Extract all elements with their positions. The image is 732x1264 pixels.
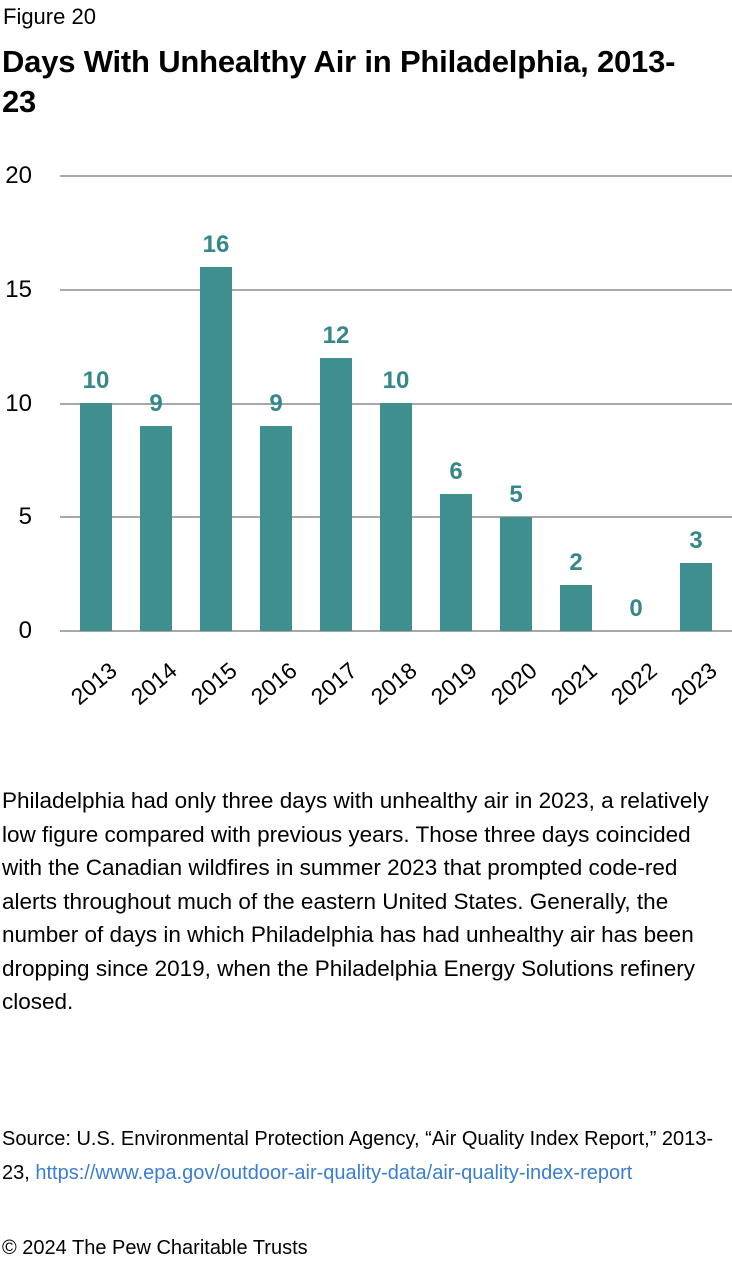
bar-value-label-2016: 9	[269, 390, 283, 417]
chart-description-paragraph: Philadelphia had only three days with un…	[2, 788, 709, 1014]
x-axis-tick-label-2017: 2017	[305, 657, 362, 710]
y-axis-tick-label-5: 5	[18, 503, 32, 531]
bar-2014	[140, 426, 172, 631]
bar-2019	[440, 494, 472, 631]
y-axis-tick-label-20: 20	[5, 162, 32, 189]
x-axis-tick-label-2021: 2021	[545, 657, 602, 710]
x-axis-tick-label-2014: 2014	[125, 657, 182, 710]
x-axis-tick-label-2018: 2018	[365, 657, 422, 710]
chart-title: Days With Unhealthy Air in Philadelphia,…	[2, 44, 676, 119]
bar-value-label-2022: 0	[629, 595, 643, 622]
x-axis-tick-label-2016: 2016	[245, 657, 302, 710]
bar-value-label-2018: 10	[382, 367, 410, 394]
bar-value-label-2019: 6	[449, 458, 463, 485]
y-axis-tick-label-15: 15	[5, 275, 32, 303]
x-axis-tick-label-2015: 2015	[185, 657, 242, 710]
bar-value-label-2023: 3	[689, 527, 703, 554]
y-axis-tick-label-0: 0	[18, 617, 32, 644]
bar-2016	[260, 426, 292, 631]
x-axis-tick-label-2020: 2020	[485, 657, 542, 710]
bar-2023	[680, 563, 712, 631]
bar-value-label-2020: 5	[509, 481, 523, 508]
bar-value-label-2015: 16	[202, 231, 230, 258]
source-link[interactable]: https://www.epa.gov/outdoor-air-quality-…	[35, 1162, 633, 1184]
bar-2018	[380, 403, 412, 631]
bar-2020	[500, 517, 532, 631]
x-axis-tick-label-2023: 2023	[665, 657, 722, 710]
x-axis-tick-label-2019: 2019	[425, 657, 482, 710]
gridline-20	[60, 175, 732, 177]
copyright-line: © 2024 The Pew Charitable Trusts	[2, 1237, 308, 1259]
x-axis-tick-label-2022: 2022	[605, 657, 662, 710]
bar-value-label-2017: 12	[322, 322, 350, 349]
bar-2015	[200, 267, 232, 631]
figure-number-label: Figure 20	[3, 4, 96, 29]
y-axis-tick-label-10: 10	[5, 389, 32, 417]
bar-2021	[560, 585, 592, 631]
bar-value-label-2021: 2	[569, 549, 583, 576]
bar-value-label-2014: 9	[149, 390, 163, 417]
source-note: Source: U.S. Environmental Protection Ag…	[2, 1122, 716, 1190]
bar-2017	[320, 358, 352, 631]
x-axis-tick-label-2013: 2013	[65, 657, 122, 710]
bar-2013	[80, 403, 112, 631]
source-text: Source: U.S. Environmental Protection Ag…	[2, 1128, 714, 1184]
bar-chart: 0 5 10 15 20 10 2013 9 2014 16 2015 9 2016 12 2017 10 20…	[0, 150, 732, 760]
bar-value-label-2013: 10	[82, 367, 110, 394]
gridline-15	[60, 288, 732, 291]
gridline-0	[60, 630, 732, 632]
